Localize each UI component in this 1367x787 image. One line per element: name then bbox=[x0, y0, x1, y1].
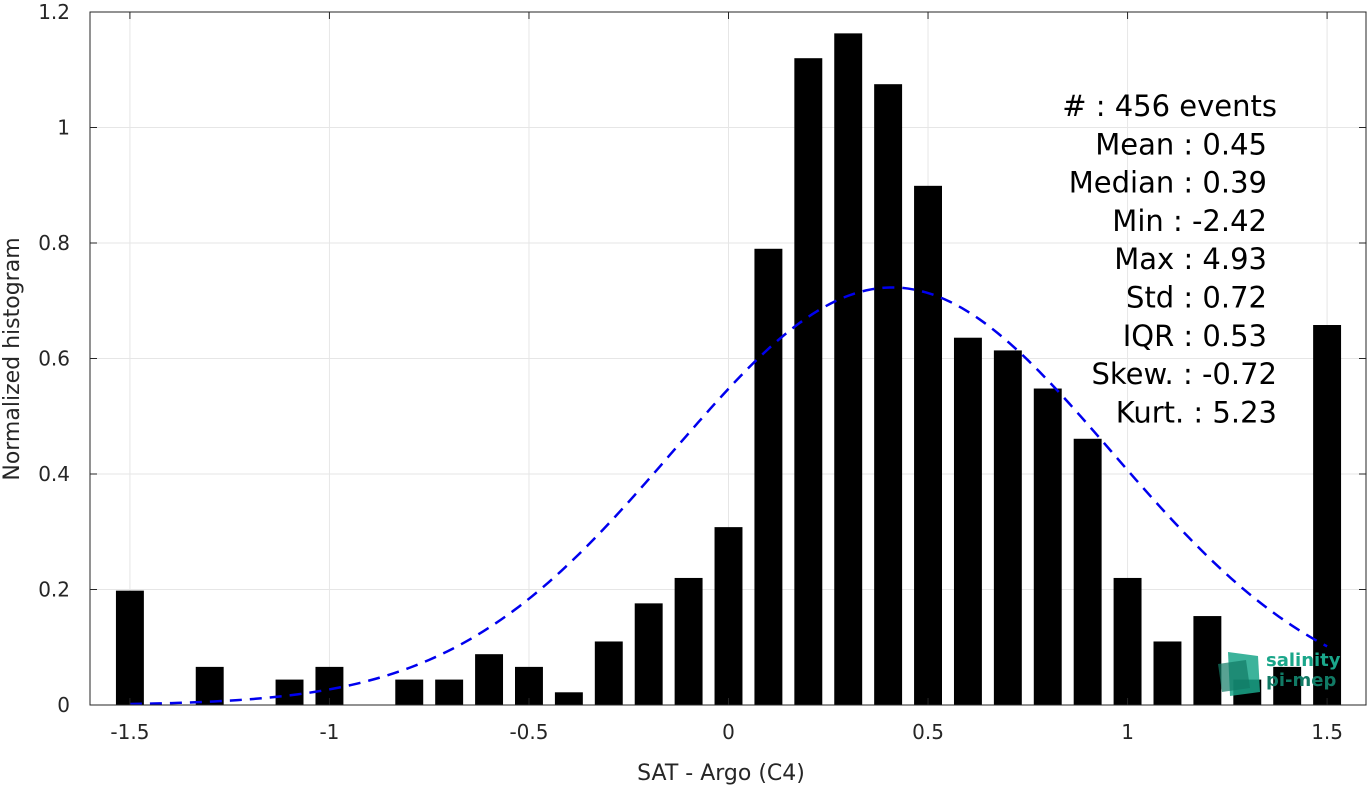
x-tick-label: 1 bbox=[1121, 720, 1134, 744]
y-tick-label: 1 bbox=[57, 116, 70, 140]
histogram-bar bbox=[275, 679, 304, 705]
logo-text-line2: pi-mep bbox=[1266, 670, 1336, 691]
stat-line: Max : 4.93 bbox=[1114, 242, 1267, 276]
histogram-bar bbox=[1273, 666, 1302, 705]
stat-line: IQR : 0.53 bbox=[1123, 319, 1267, 353]
x-tick-label: 0.5 bbox=[912, 720, 944, 744]
histogram-bar bbox=[754, 248, 783, 705]
histogram-bar bbox=[1033, 388, 1062, 705]
histogram-bar bbox=[714, 527, 743, 705]
histogram-bar bbox=[1313, 325, 1342, 705]
stat-line: Median : 0.39 bbox=[1069, 166, 1267, 200]
histogram-bars bbox=[115, 33, 1342, 706]
histogram-bar bbox=[1153, 641, 1182, 705]
y-tick-label: 0.2 bbox=[38, 578, 70, 602]
histogram-bar bbox=[435, 679, 464, 705]
histogram-bar bbox=[475, 654, 504, 705]
axes bbox=[89, 11, 1367, 706]
y-axis-label: Normalized histogram bbox=[0, 237, 25, 480]
logo-text-line1: salinity bbox=[1266, 650, 1341, 671]
x-tick-label: 1.5 bbox=[1311, 720, 1343, 744]
histogram-bar bbox=[1193, 616, 1222, 705]
x-tick-label: 0 bbox=[722, 720, 735, 744]
y-tick-label: 0.6 bbox=[38, 347, 70, 371]
gaussian-fit bbox=[129, 286, 1328, 706]
stat-line: Min : -2.42 bbox=[1112, 204, 1267, 238]
stat-line: Std : 0.72 bbox=[1126, 281, 1267, 315]
histogram-bar bbox=[953, 337, 982, 705]
stat-line: Kurt. : 5.23 bbox=[1116, 395, 1277, 429]
histogram-bar bbox=[993, 350, 1022, 705]
y-tick-label: 0.4 bbox=[38, 462, 70, 486]
histogram-bar bbox=[874, 84, 903, 705]
y-tick-label: 1.2 bbox=[38, 0, 70, 24]
stats-box: # : 456 events Mean : 0.45 Median : 0.39 Mi… bbox=[1062, 89, 1277, 429]
histogram-bar bbox=[634, 603, 663, 705]
stat-line: Skew. : -0.72 bbox=[1091, 357, 1277, 391]
histogram-bar bbox=[1073, 438, 1102, 705]
x-tick-label: -0.5 bbox=[509, 720, 548, 744]
x-tick-label: -1.5 bbox=[110, 720, 149, 744]
x-axis-label: SAT - Argo (C4) bbox=[637, 761, 805, 786]
salinity-pimep-logo: salinity pi-mep bbox=[1218, 650, 1341, 696]
plot-frame bbox=[89, 11, 1367, 706]
histogram-bar bbox=[914, 185, 942, 705]
x-tick-label: -1 bbox=[319, 720, 339, 744]
tick-labels: -1.5 -1 -0.5 0 0.5 1 1.5 0 0.2 0.4 0.6 0.8 1 1.2 bbox=[38, 0, 1343, 744]
histogram-bar bbox=[674, 577, 703, 705]
histogram-bar bbox=[195, 666, 224, 705]
y-tick-label: 0.8 bbox=[38, 231, 70, 255]
stat-line: # : 456 events bbox=[1062, 89, 1277, 123]
y-tick-label: 0 bbox=[57, 693, 70, 717]
histogram-bar bbox=[794, 58, 823, 705]
stat-line: Mean : 0.45 bbox=[1095, 127, 1267, 161]
histogram-bar bbox=[554, 692, 583, 705]
histogram-bar bbox=[1113, 577, 1142, 705]
histogram-bar bbox=[395, 679, 424, 705]
histogram-bar bbox=[594, 641, 623, 705]
fit-curve-line bbox=[129, 286, 1328, 706]
histogram-bar bbox=[115, 590, 144, 705]
histogram-bar bbox=[834, 33, 863, 706]
